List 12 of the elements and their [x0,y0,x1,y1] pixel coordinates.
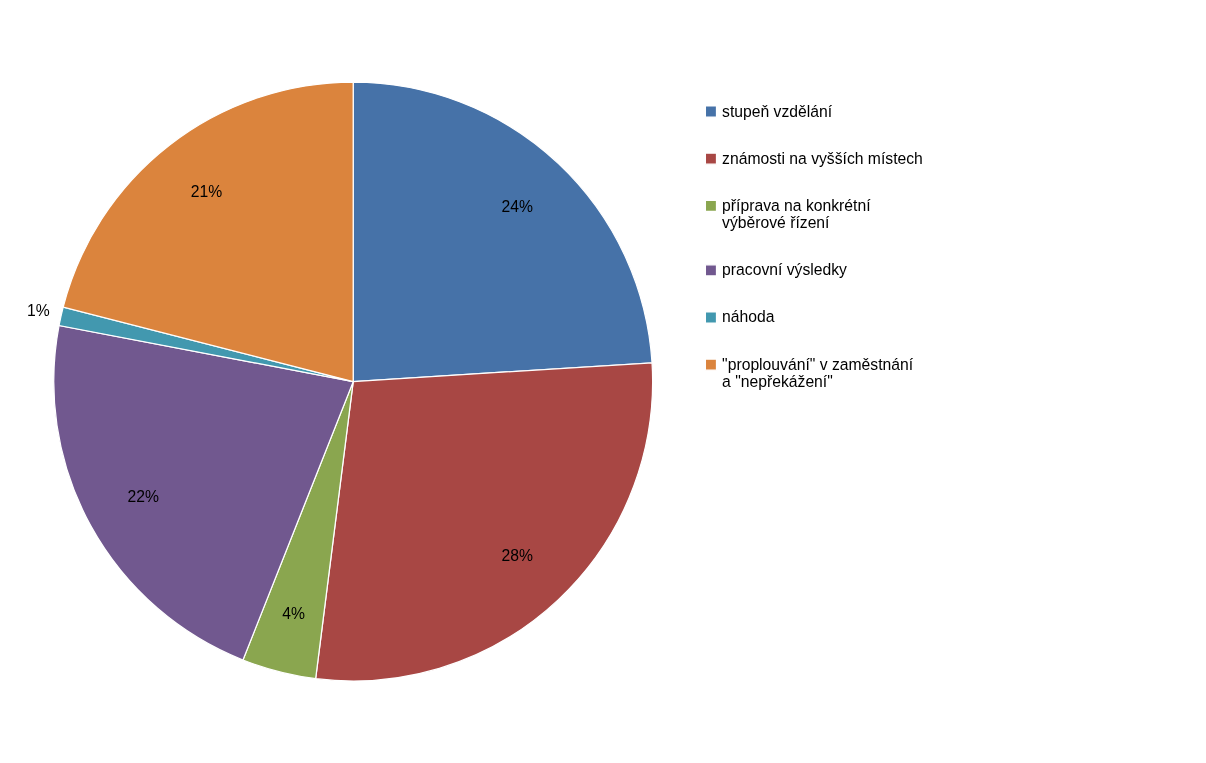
data-label: 22% [127,487,160,505]
data-label: 4% [282,604,306,622]
legend-label: známosti na vyšších místech [722,149,923,167]
data-label: 21% [190,183,223,201]
legend-label: pracovní výsledky [722,261,848,279]
data-label: 28% [501,547,533,565]
legend-label: náhoda [722,308,775,326]
data-label: 1% [27,302,50,320]
legend-label: stupeň vzdělání [722,102,833,120]
legend-label: "proplouvání" v zaměstnání a "nepřekážení" [722,355,914,390]
data-label: 24% [501,197,533,215]
legend-label: příprava na konkrétní výběrové řízení [722,196,872,232]
